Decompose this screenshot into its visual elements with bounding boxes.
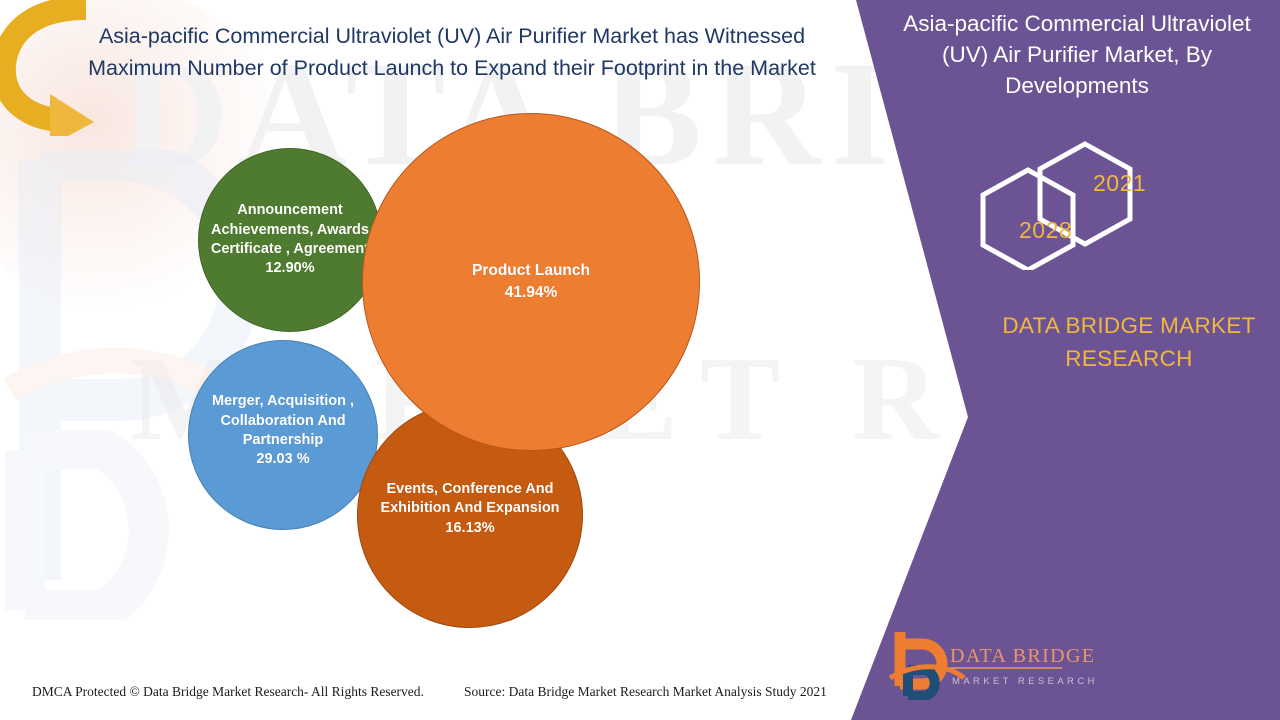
- hexagon-label-base-year: 2028: [1019, 217, 1073, 243]
- bubble-orange-value: 41.94%: [504, 284, 558, 301]
- footer-source-note: Source: Data Bridge Market Research Mark…: [464, 684, 827, 699]
- panel-brand-name: DATA BRIDGE MARKET RESEARCH: [1002, 313, 1256, 371]
- bubble-green-label: Announcement Achievements, Awards Certif…: [210, 202, 370, 257]
- bubble-darkorange-content: Events, Conference And Exhibition And Ex…: [358, 480, 582, 538]
- bubble-green-content: Announcement Achievements, Awards Certif…: [199, 201, 381, 278]
- bubble-blue-label: Merger, Acquisition , Collaboration And …: [211, 393, 355, 448]
- company-logo: DATA BRIDGE MARKET RESEARCH: [886, 626, 1106, 701]
- bubble-product-launch[interactable]: Product Launch 41.94%: [362, 113, 700, 451]
- bubble-darkorange-value: 16.13%: [445, 519, 495, 536]
- bubble-blue-content: Merger, Acquisition , Collaboration And …: [189, 392, 377, 469]
- bubble-orange-label: Product Launch: [472, 261, 590, 279]
- bubble-darkorange-label: Events, Conference And Exhibition And Ex…: [380, 481, 560, 517]
- curved-arrow-icon: [0, 0, 113, 146]
- logo-primary-text: DATA BRIDGE: [950, 645, 1095, 667]
- bubble-orange-content: Product Launch 41.94%: [464, 260, 598, 305]
- hexagon-outline-icon: [980, 141, 1133, 273]
- page-title: Asia-pacific Commercial Ultraviolet (UV)…: [88, 24, 816, 81]
- hexagon-label-forecast-year: 2021: [1093, 170, 1147, 196]
- bubble-green-value: 12.90%: [265, 260, 315, 277]
- footer-dmca-notice: DMCA Protected © Data Bridge Market Rese…: [32, 684, 424, 699]
- bubble-blue-value: 29.03 %: [256, 451, 310, 468]
- data-bridge-logo-icon: DATA BRIDGE MARKET RESEARCH: [888, 632, 1098, 701]
- logo-secondary-text: MARKET RESEARCH: [952, 676, 1098, 687]
- panel-title: Asia-pacific Commercial Ultraviolet (UV)…: [903, 11, 1251, 99]
- forecast-hexagons: 2021 2028: [980, 140, 1180, 273]
- bubble-merger-acquisition[interactable]: Merger, Acquisition , Collaboration And …: [188, 340, 378, 530]
- bubble-announcement-achievements[interactable]: Announcement Achievements, Awards Certif…: [198, 148, 382, 332]
